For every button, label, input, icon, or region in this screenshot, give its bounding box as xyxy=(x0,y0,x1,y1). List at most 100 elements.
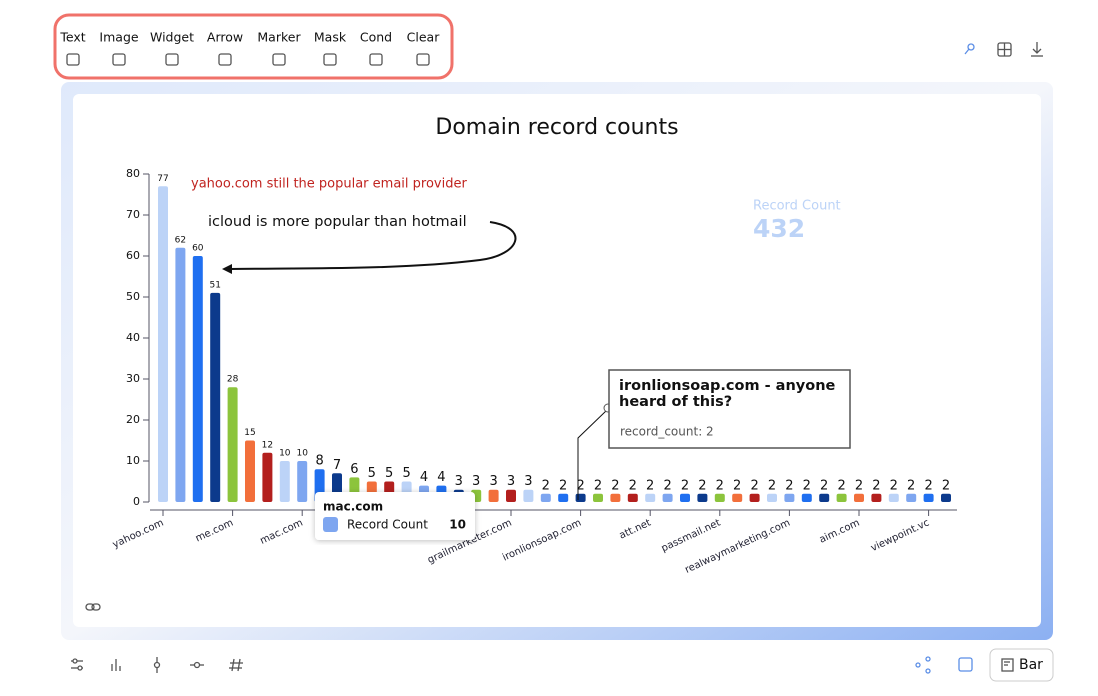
annotation-arrow xyxy=(229,221,517,270)
bar xyxy=(819,493,830,502)
y-tick-label: 30 xyxy=(126,372,140,385)
value-label: 8 xyxy=(315,454,323,469)
chart-type-label[interactable]: Bar xyxy=(1019,657,1043,673)
value-label: 51 xyxy=(209,280,220,290)
toolbar-icon[interactable] xyxy=(369,53,383,66)
bar xyxy=(923,493,934,502)
value-label: 4 xyxy=(420,470,428,485)
bar xyxy=(540,493,551,502)
toolbar-icon[interactable] xyxy=(323,53,337,66)
toolbar-icon[interactable] xyxy=(112,53,126,66)
value-label: 2 xyxy=(698,478,706,493)
y-tick-label: 0 xyxy=(133,495,140,508)
value-label: 3 xyxy=(472,474,480,489)
value-label: 2 xyxy=(750,478,758,493)
y-tick-label: 50 xyxy=(126,290,140,303)
bar xyxy=(871,493,882,502)
toolbar-item[interactable]: Text xyxy=(59,30,85,45)
value-label: 3 xyxy=(455,474,463,489)
tooltip-title: mac.com xyxy=(323,500,383,514)
value-label: 10 xyxy=(279,449,291,459)
value-label: 77 xyxy=(157,174,168,184)
top-right-icons xyxy=(964,42,1043,57)
callout-title-box: ironlionsoap.com - anyone heard of this? xyxy=(619,378,835,410)
bar xyxy=(575,493,586,502)
value-label: 2 xyxy=(785,478,793,493)
bar xyxy=(175,247,186,502)
toolbar-highlight xyxy=(53,13,454,80)
value-label: 62 xyxy=(175,235,186,245)
toolbar-icon[interactable] xyxy=(272,53,286,66)
value-label: 2 xyxy=(646,478,654,493)
bar xyxy=(680,493,690,502)
toolbar-item[interactable]: Widget xyxy=(150,30,194,45)
value-label: 2 xyxy=(733,478,741,493)
y-tick-label: 40 xyxy=(126,331,140,344)
link-icon xyxy=(85,603,101,611)
tooltip-value: 10 xyxy=(449,518,466,532)
bar xyxy=(488,489,499,502)
value-label: 10 xyxy=(296,449,308,459)
value-label: 4 xyxy=(437,470,445,485)
bar xyxy=(593,493,603,502)
bar xyxy=(158,186,168,503)
bar xyxy=(801,493,812,502)
toolbar-item[interactable]: Image xyxy=(99,30,138,45)
bar xyxy=(836,493,847,502)
toolbar: Text Image Widget Arrow Marker Mask Cond Clear xyxy=(59,30,440,66)
bar xyxy=(610,493,621,502)
bar xyxy=(262,452,273,502)
callout-line xyxy=(577,409,608,500)
value-label: 2 xyxy=(716,478,724,493)
toolbar-icon[interactable] xyxy=(165,53,179,66)
value-label: 5 xyxy=(368,466,376,481)
bar xyxy=(558,493,569,502)
tooltip-swatch xyxy=(323,517,338,532)
value-label: 15 xyxy=(244,428,255,438)
bar xyxy=(627,493,638,502)
bar xyxy=(227,387,238,502)
value-label: 5 xyxy=(402,466,410,481)
kpi-label: Record Count xyxy=(753,199,841,214)
value-label: 2 xyxy=(924,478,932,493)
chart-type-button[interactable] xyxy=(989,648,1054,682)
toolbar-item[interactable]: Marker xyxy=(257,30,301,45)
callout-box xyxy=(608,369,851,449)
toolbar-item[interactable]: Arrow xyxy=(207,30,243,45)
bar xyxy=(645,493,656,502)
y-tick-label: 20 xyxy=(126,413,140,426)
bar xyxy=(523,489,534,502)
bar xyxy=(279,461,290,502)
value-label: 2 xyxy=(681,478,689,493)
value-label: 12 xyxy=(262,440,273,450)
annotation: icloud is more popular than hotmail xyxy=(208,214,467,230)
bar xyxy=(506,489,516,502)
bar xyxy=(767,493,777,502)
bar xyxy=(854,493,864,502)
value-label: 2 xyxy=(803,478,811,493)
tooltip-label: Record Count xyxy=(347,518,428,532)
value-label: 2 xyxy=(629,478,637,493)
toolbar-icon[interactable] xyxy=(218,53,232,66)
bar xyxy=(297,461,308,502)
bar xyxy=(749,493,760,502)
bar xyxy=(784,493,795,502)
toolbar-icon[interactable] xyxy=(66,53,80,66)
toolbar-item[interactable]: Clear xyxy=(407,30,441,45)
value-label: 2 xyxy=(559,478,567,493)
tooltip xyxy=(315,492,475,540)
toolbar-item[interactable]: Cond xyxy=(360,30,392,45)
bar-icon xyxy=(1001,658,1014,672)
annotation: yahoo.com still the popular email provid… xyxy=(191,177,467,192)
value-label: 2 xyxy=(663,478,671,493)
kpi-value: 432 xyxy=(753,214,805,243)
value-label: 2 xyxy=(855,478,863,493)
toolbar-icon[interactable] xyxy=(416,53,430,66)
toolbar-item[interactable]: Mask xyxy=(314,30,347,45)
bar xyxy=(732,493,743,502)
value-label: 2 xyxy=(890,478,898,493)
y-tick-label: 70 xyxy=(126,208,140,221)
bar xyxy=(210,292,221,502)
bar xyxy=(888,493,899,502)
value-label: 2 xyxy=(907,478,915,493)
